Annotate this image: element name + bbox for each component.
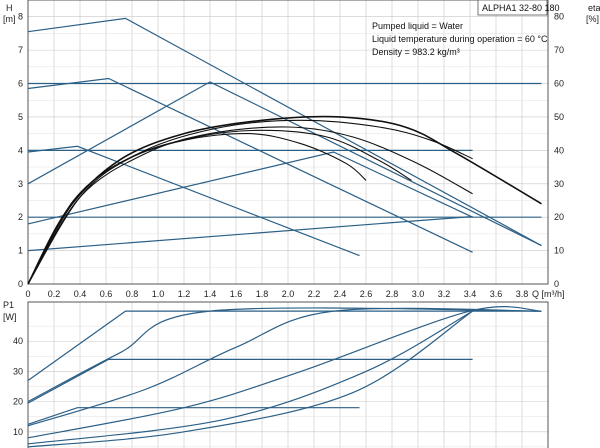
x-tick-label: 2.8 xyxy=(386,289,399,299)
bottom-chart-ticks: 10 20 30 40 xyxy=(13,336,23,437)
efficiency-tick-label: 0 xyxy=(554,279,559,289)
efficiency-axis-unit: [%] xyxy=(586,14,599,24)
efficiency-tick-label: 10 xyxy=(554,246,564,256)
power-tick-label: 30 xyxy=(13,366,23,376)
head-axis-unit: [m] xyxy=(3,14,16,24)
title-box: ALPHA1 32-80 180 xyxy=(477,0,560,16)
head-curve xyxy=(27,145,360,257)
bottom-chart-grid xyxy=(27,302,548,448)
bottom-chart: 10 20 30 40 P1 [W] xyxy=(3,300,549,448)
flow-axis-label: Q [m³/h] xyxy=(532,289,565,299)
x-tick-label: 1.2 xyxy=(178,289,191,299)
head-axis-symbol: H xyxy=(6,3,13,13)
efficiency-tick-label: 60 xyxy=(554,79,564,89)
power-curve xyxy=(27,310,473,448)
top-chart-series xyxy=(27,17,542,285)
efficiency-tick-label: 50 xyxy=(554,112,564,122)
head-tick-label: 5 xyxy=(18,112,23,122)
efficiency-curve xyxy=(27,129,412,285)
head-curve xyxy=(27,17,542,247)
power-tick-label: 40 xyxy=(13,336,23,346)
x-tick-label: 1.8 xyxy=(256,289,269,299)
efficiency-axis-label: eta xyxy=(588,3,600,13)
top-chart-frame xyxy=(27,0,549,285)
info-line-liquid: Pumped liquid = Water xyxy=(372,21,463,31)
power-curve xyxy=(27,407,360,425)
x-tick-label: 3.8 xyxy=(516,289,529,299)
power-curve xyxy=(27,310,542,381)
head-curve xyxy=(27,215,473,252)
info-line-density: Density = 983.2 kg/m³ xyxy=(372,47,460,57)
x-tick-label: 3.0 xyxy=(412,289,425,299)
power-curve xyxy=(27,307,542,403)
head-tick-label: 6 xyxy=(18,79,23,89)
x-tick-label: 3.2 xyxy=(438,289,451,299)
bottom-chart-series xyxy=(27,306,542,448)
head-tick-label: 4 xyxy=(18,145,23,155)
x-tick-label: 0.6 xyxy=(100,289,113,299)
x-tick-label: 0.2 xyxy=(48,289,61,299)
head-curve xyxy=(27,151,473,225)
x-tick-label: 3.4 xyxy=(464,289,477,299)
power-curve xyxy=(27,310,473,445)
x-tick-label: 1.4 xyxy=(204,289,217,299)
efficiency-tick-label: 70 xyxy=(554,45,564,55)
x-tick-label: 2.4 xyxy=(334,289,347,299)
top-chart: 0 0.2 0.4 0.6 0.8 1.0 1.2 1.4 1.6 1.8 2.0 2.2 2.4 2.6… xyxy=(3,0,600,299)
x-tick-label: 1.6 xyxy=(230,289,243,299)
head-tick-label: 2 xyxy=(18,212,23,222)
x-tick-label: 2.2 xyxy=(308,289,321,299)
title-box-frame xyxy=(477,0,548,16)
top-chart-ticks: 0 0.2 0.4 0.6 0.8 1.0 1.2 1.4 1.6 1.8 2.0 2.2 2.4 2.6… xyxy=(18,12,564,299)
efficiency-tick-label: 40 xyxy=(554,145,564,155)
x-tick-label: 0.8 xyxy=(126,289,139,299)
x-tick-label: 0 xyxy=(25,289,30,299)
power-tick-label: 10 xyxy=(13,427,23,437)
head-tick-label: 0 xyxy=(18,279,23,289)
x-tick-label: 2.6 xyxy=(360,289,373,299)
bottom-chart-frame xyxy=(27,301,549,448)
head-tick-label: 8 xyxy=(18,12,23,22)
efficiency-curve xyxy=(27,119,473,285)
power-axis-unit: [W] xyxy=(3,312,17,322)
power-curve xyxy=(27,307,542,427)
info-line-temperature: Liquid temperature during operation = 60… xyxy=(372,34,548,44)
power-tick-label: 20 xyxy=(13,397,23,407)
x-tick-label: 2.0 xyxy=(282,289,295,299)
power-curve xyxy=(27,358,473,404)
head-tick-label: 1 xyxy=(18,246,23,256)
head-curve xyxy=(27,81,542,247)
x-tick-label: 3.6 xyxy=(490,289,503,299)
efficiency-tick-label: 80 xyxy=(554,12,564,22)
efficiency-curve xyxy=(27,133,367,285)
head-tick-label: 7 xyxy=(18,45,23,55)
pump-model-title: ALPHA1 32-80 180 xyxy=(482,3,560,13)
head-curve xyxy=(27,77,473,253)
power-curve xyxy=(27,306,542,439)
head-tick-label: 3 xyxy=(18,179,23,189)
x-tick-label: 0.4 xyxy=(74,289,87,299)
power-axis-symbol: P1 xyxy=(3,300,14,310)
efficiency-tick-label: 30 xyxy=(554,179,564,189)
x-tick-label: 1.0 xyxy=(152,289,165,299)
efficiency-tick-label: 20 xyxy=(554,212,564,222)
